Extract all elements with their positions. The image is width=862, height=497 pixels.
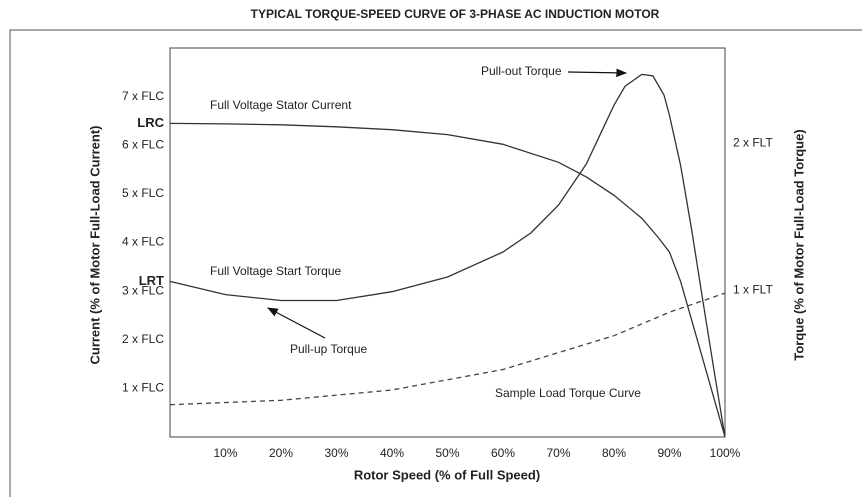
annotation: Pull-up Torque <box>290 342 367 356</box>
y-tick-label: 6 x FLC <box>122 137 164 151</box>
x-tick-label: 20% <box>269 446 293 460</box>
x-tick-label: 70% <box>546 446 570 460</box>
ref-tick-label: LRC <box>137 115 164 130</box>
chart-title: TYPICAL TORQUE-SPEED CURVE OF 3-PHASE AC… <box>251 7 660 21</box>
frame <box>9 29 862 497</box>
y-tick-label: 7 x FLC <box>122 89 164 103</box>
y-tick-label: 3 x FLC <box>122 283 164 297</box>
y-tick-label: 1 x FLC <box>122 381 164 395</box>
y2-axis-label: Torque (% of Motor Full-Load Torque) <box>791 129 806 360</box>
x-tick-label: 60% <box>491 446 515 460</box>
series-line <box>169 122 726 438</box>
plot-frame <box>169 47 726 438</box>
y2-tick-label: 1 x FLT <box>733 282 773 296</box>
ref-tick-label: LRT <box>139 273 164 288</box>
series-line <box>169 292 726 406</box>
series-line <box>169 73 726 438</box>
x-tick-label: 30% <box>324 446 348 460</box>
x-tick-label: 90% <box>657 446 681 460</box>
y-tick-label: 4 x FLC <box>122 235 164 249</box>
annotation-arrow <box>567 68 628 78</box>
x-tick-label: 50% <box>435 446 459 460</box>
series-label: Full Voltage Stator Current <box>210 98 352 112</box>
y-tick-label: 2 x FLC <box>122 332 164 346</box>
x-axis-label: Rotor Speed (% of Full Speed) <box>354 467 540 482</box>
x-tick-label: 40% <box>380 446 404 460</box>
annotation: Pull-out Torque <box>481 64 562 78</box>
x-tick-label: 80% <box>602 446 626 460</box>
x-tick-label: 100% <box>710 446 741 460</box>
annotation-arrow <box>267 307 326 339</box>
y2-tick-label: 2 x FLT <box>733 136 773 150</box>
y-axis-label: Current (% of Motor Full-Load Current) <box>87 125 102 364</box>
series-label: Sample Load Torque Curve <box>495 386 641 400</box>
x-tick-label: 10% <box>213 446 237 460</box>
series-label: Full Voltage Start Torque <box>210 264 342 278</box>
y-tick-label: 5 x FLC <box>122 186 164 200</box>
